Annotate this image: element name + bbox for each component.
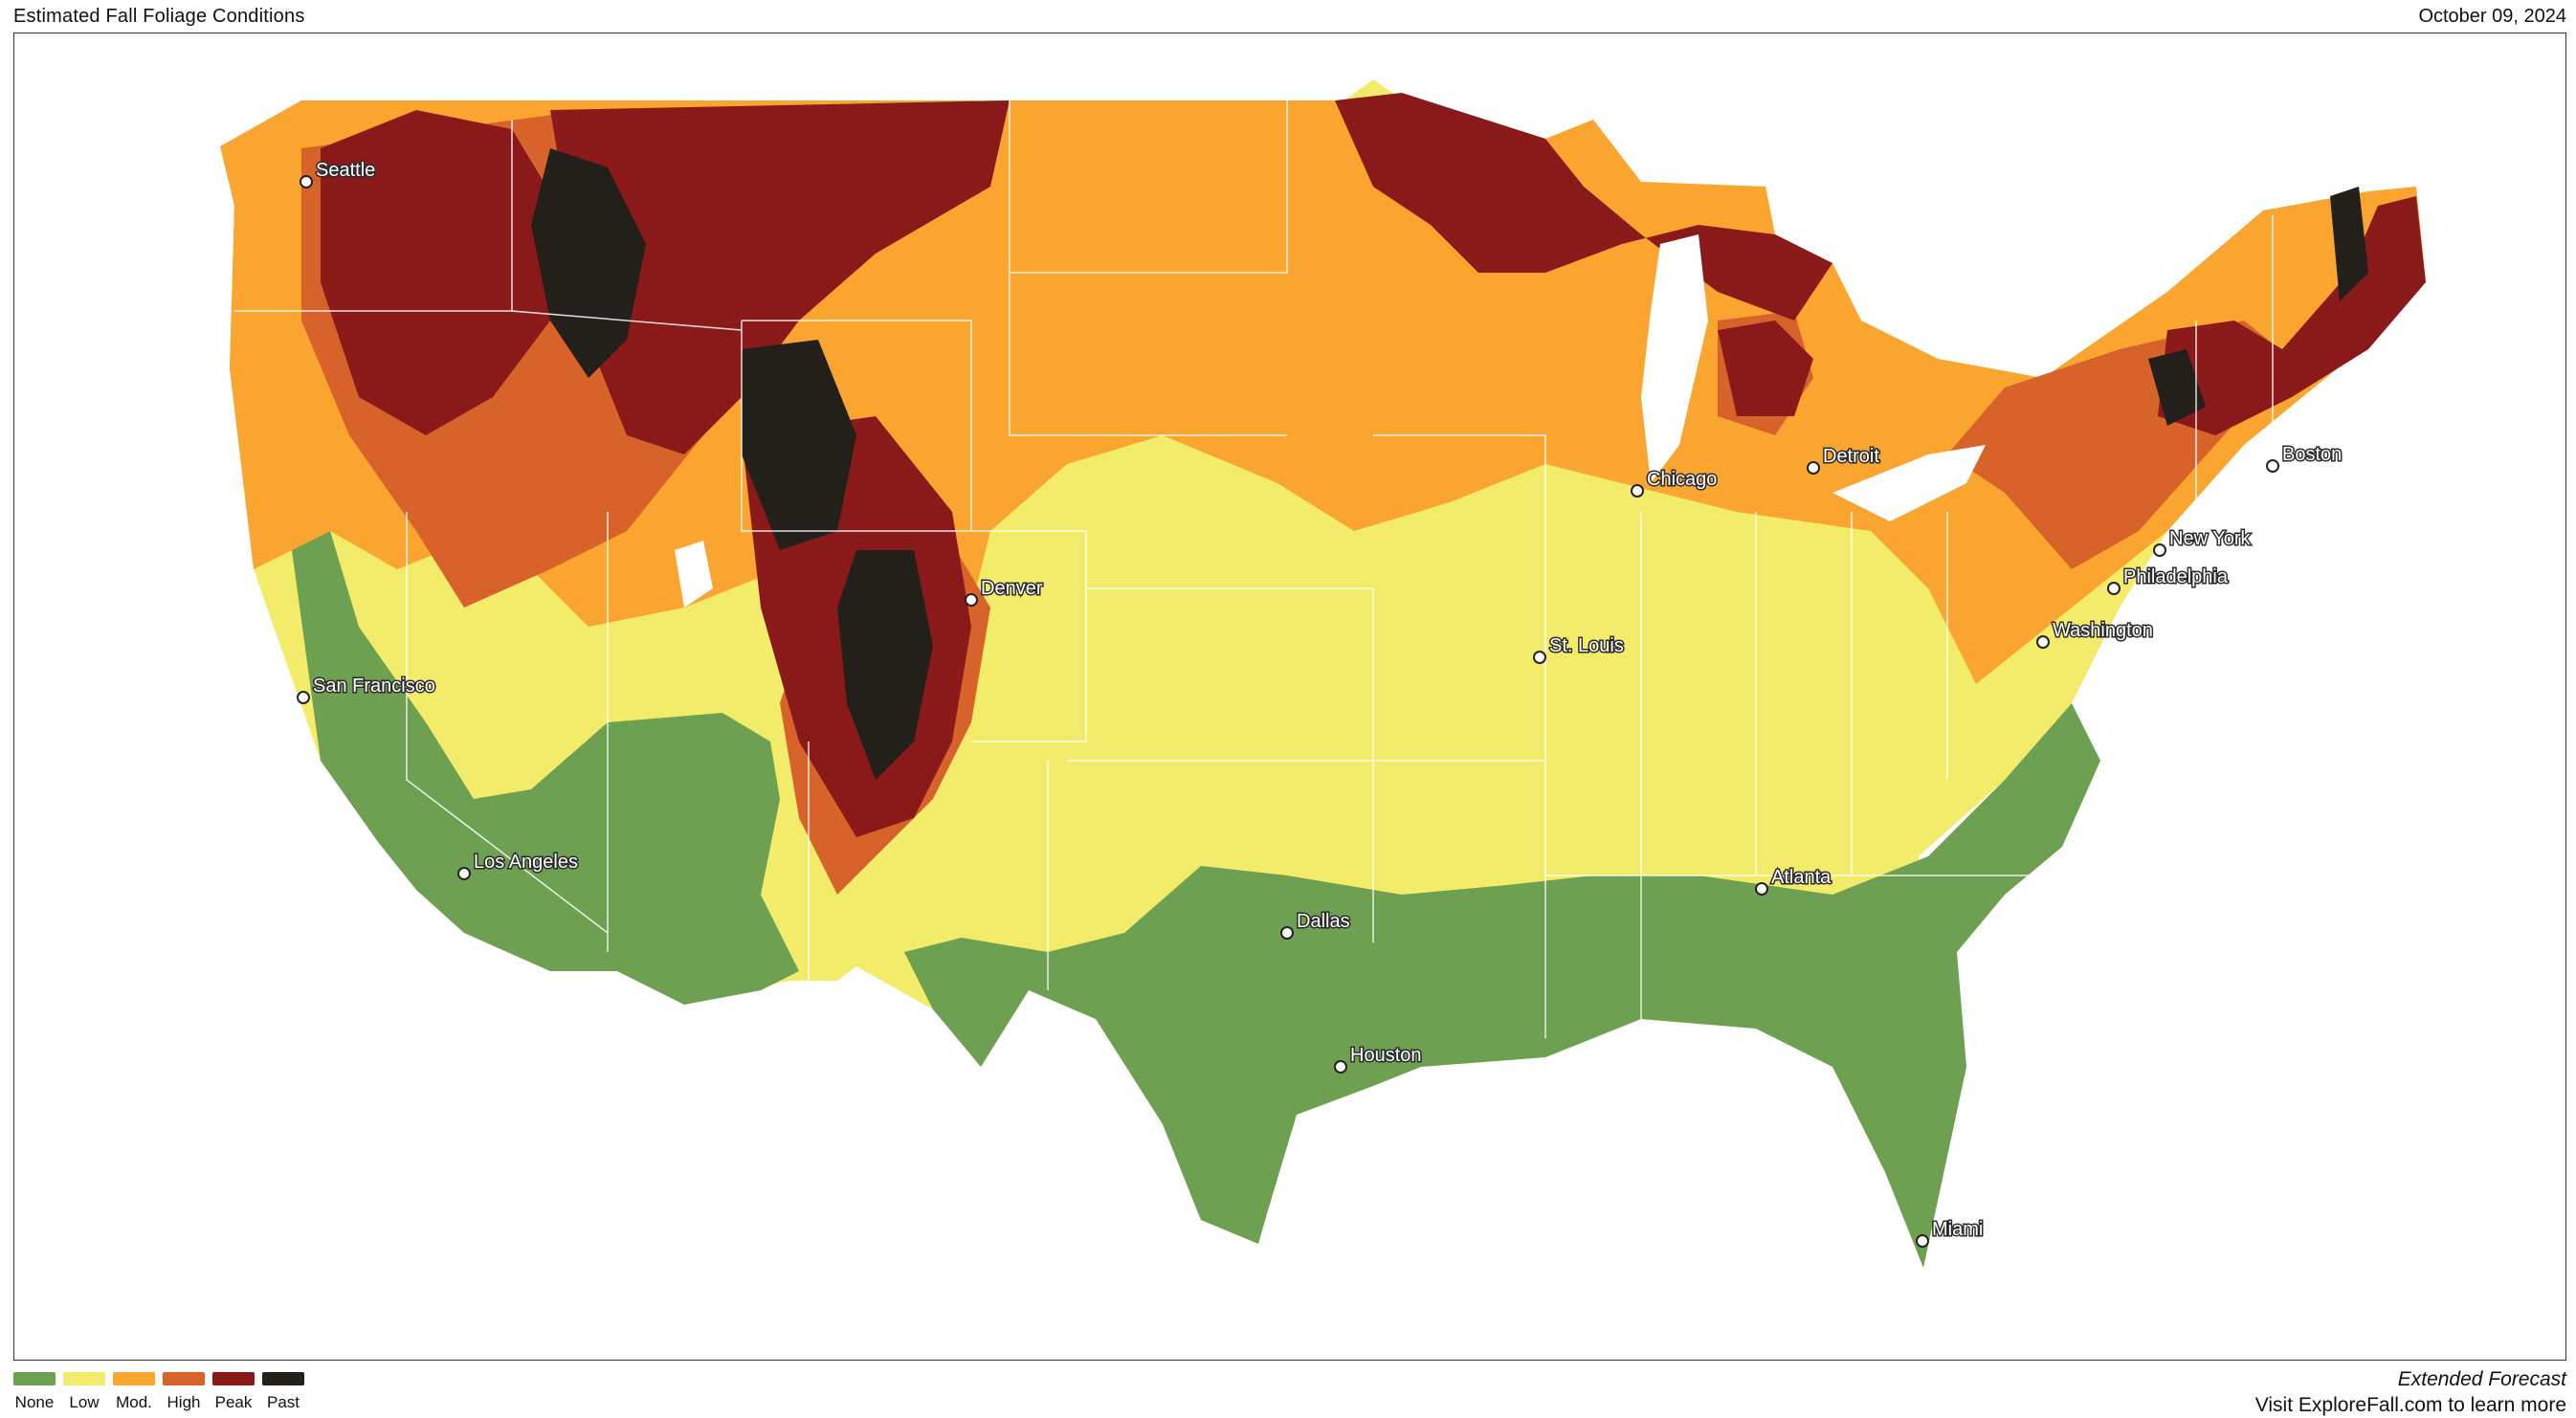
city-seattle[interactable]: Seattle (300, 159, 377, 188)
city-label: St. Louis (1549, 635, 1624, 656)
state-borders (234, 100, 2274, 1038)
city-label: Houston (1350, 1045, 1422, 1066)
city-boston[interactable]: Boston (2266, 443, 2343, 473)
city-st-louis[interactable]: St. Louis (1533, 634, 1625, 664)
lake-michigan (1641, 234, 1708, 483)
legend-item-low: Low (63, 1372, 105, 1412)
legend-item-none: None (13, 1372, 56, 1412)
city-new-york[interactable]: New York (2153, 527, 2253, 557)
region-past-idaho (531, 148, 646, 378)
footer: Extended Forecast Visit ExploreFall.com … (2255, 1366, 2566, 1418)
legend-item-moderate: Mod. (113, 1372, 155, 1412)
region-peak-arrowhead (1335, 93, 1832, 321)
region-past-wyoming (742, 340, 856, 550)
region-peak-montana (550, 100, 1010, 454)
region-none-south (904, 703, 2100, 1268)
city-label: Dallas (1297, 911, 1350, 932)
legend-swatch (262, 1372, 304, 1385)
city-los-angeles[interactable]: Los Angeles (457, 851, 579, 880)
city-label: Boston (2282, 444, 2342, 465)
legend-item-peak: Peak (212, 1372, 255, 1412)
forecast-date: October 09, 2024 (2418, 6, 2566, 27)
city-denver[interactable]: Denver (965, 577, 1044, 607)
city-label: Los Angeles (474, 852, 578, 873)
city-label: Atlanta (1771, 867, 1832, 888)
city-label: Washington (2053, 620, 2153, 641)
legend-item-past: Past (262, 1372, 304, 1412)
great-salt-lake (675, 541, 713, 608)
legend-swatch (113, 1372, 155, 1385)
region-peak-northwest (321, 110, 569, 435)
legend-label: None (14, 1393, 55, 1411)
legend-swatch (163, 1372, 205, 1385)
legend-label: Mod. (116, 1393, 152, 1411)
city-label: Philadelphia (2123, 566, 2229, 587)
city-detroit[interactable]: Detroit (1807, 445, 1881, 475)
region-peak-michigan (1718, 321, 1813, 416)
legend-label: High (167, 1393, 201, 1411)
city-dallas[interactable]: Dallas (1280, 910, 1351, 940)
city-philadelphia[interactable]: Philadelphia (2107, 565, 2230, 595)
header: Estimated Fall Foliage Conditions Octobe… (0, 0, 2576, 33)
city-washington[interactable]: Washington (2036, 619, 2154, 649)
city-label: San Francisco (313, 676, 435, 697)
city-miami[interactable]: Miami (1916, 1218, 1985, 1248)
city-label: Denver (981, 578, 1043, 599)
city-label: Chicago (1647, 469, 1717, 490)
city-atlanta[interactable]: Atlanta (1755, 866, 1833, 896)
legend-swatch (212, 1372, 255, 1385)
city-san-francisco[interactable]: San Francisco (297, 675, 436, 704)
city-chicago[interactable]: Chicago (1631, 468, 1719, 498)
legend-swatch (13, 1372, 56, 1385)
legend-item-high: High (163, 1372, 205, 1412)
region-none-west (292, 531, 799, 1005)
city-label: Seattle (316, 160, 375, 181)
legend-label: Past (266, 1393, 300, 1411)
legend-label: Low (69, 1393, 100, 1411)
lake-erie (1832, 445, 1986, 521)
map-frame: Seattle San Francisco Los Angeles Denver… (13, 33, 2566, 1361)
region-past-northeast (2148, 187, 2368, 426)
legend: None Low Mod. High Peak Past (13, 1372, 304, 1412)
foliage-map[interactable]: Seattle San Francisco Los Angeles Denver… (14, 33, 2567, 1362)
legend-swatch (63, 1372, 105, 1385)
city-markers: Seattle San Francisco Los Angeles Denver… (297, 159, 2343, 1248)
city-label: Detroit (1823, 446, 1879, 467)
city-houston[interactable]: Houston (1334, 1044, 1423, 1074)
explorefall-link[interactable]: Visit ExploreFall.com to learn more (2254, 1394, 2566, 1416)
city-label: Miami (1932, 1219, 1983, 1240)
legend-label: Peak (214, 1393, 253, 1411)
region-past-colorado (837, 550, 933, 780)
extended-forecast-label: Extended Forecast (2397, 1368, 2566, 1390)
city-label: New York (2169, 528, 2251, 549)
map-title: Estimated Fall Foliage Conditions (13, 6, 305, 27)
